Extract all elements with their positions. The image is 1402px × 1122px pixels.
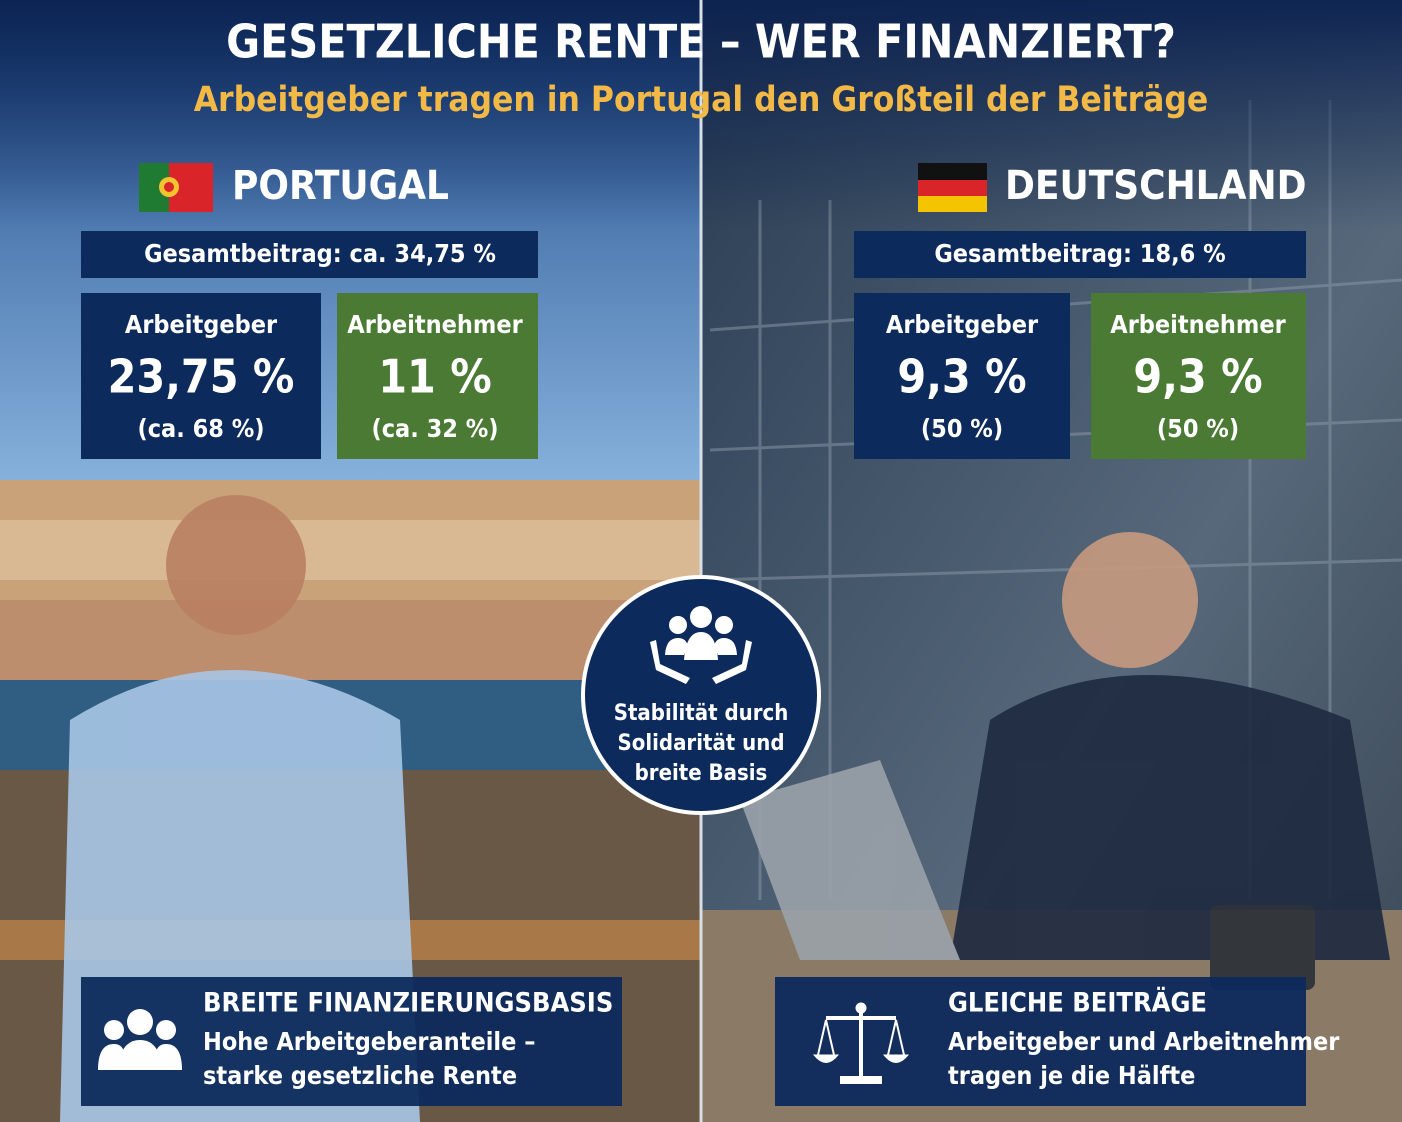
scale-icon [812, 1002, 910, 1084]
center-line: Stabilität durch [614, 701, 789, 726]
employer-share: (ca. 68 %) [137, 414, 264, 443]
employer-label: Arbeitgeber [125, 310, 278, 339]
flag-germany [918, 163, 987, 212]
group-icon [98, 1009, 182, 1070]
employee-value: 9,3 % [1133, 350, 1262, 404]
center-badge: Stabilität durch Solidarität und breite … [581, 575, 821, 815]
center-line: Solidarität und [618, 731, 785, 756]
employer-value: 23,75 % [108, 350, 295, 404]
flag-portugal [139, 163, 213, 212]
employee-value: 11 % [378, 350, 491, 404]
title: GESETZLICHE RENTE – WER FINANZIERT? [226, 15, 1176, 69]
footer-title: BREITE FINANZIERUNGSBASIS [203, 988, 613, 1019]
country: DEUTSCHLAND [1005, 163, 1306, 209]
footer-title: GLEICHE BEITRÄGE [948, 987, 1207, 1019]
country: PORTUGAL [232, 163, 449, 209]
employee-share: (ca. 32 %) [371, 414, 498, 443]
employer-value: 9,3 % [897, 350, 1026, 404]
hands-icon [650, 606, 752, 684]
center-line: breite Basis [635, 761, 768, 786]
employer-label: Arbeitgeber [886, 310, 1039, 339]
total: Gesamtbeitrag: ca. 34,75 % [144, 239, 496, 268]
footer-line: Hohe Arbeitgeberanteile – [203, 1027, 535, 1056]
panel-germany: DEUTSCHLAND Gesamtbeitrag: 18,6 % Arbeit… [775, 163, 1340, 1106]
subtitle: Arbeitgeber tragen in Portugal den Großt… [194, 80, 1209, 120]
total: Gesamtbeitrag: 18,6 % [934, 239, 1225, 268]
employee-label: Arbeitnehmer [347, 310, 523, 339]
footer-line: Arbeitgeber und Arbeitnehmer [948, 1027, 1340, 1056]
employer-share: (50 %) [921, 414, 1003, 443]
footer-line: tragen je die Hälfte [948, 1061, 1195, 1090]
panel-portugal: PORTUGAL Gesamtbeitrag: ca. 34,75 % Arbe… [81, 163, 622, 1106]
employee-share: (50 %) [1157, 414, 1239, 443]
footer-line: starke gesetzliche Rente [203, 1061, 517, 1090]
employee-label: Arbeitnehmer [1110, 310, 1286, 339]
header: GESETZLICHE RENTE – WER FINANZIERT? Arbe… [194, 15, 1209, 121]
